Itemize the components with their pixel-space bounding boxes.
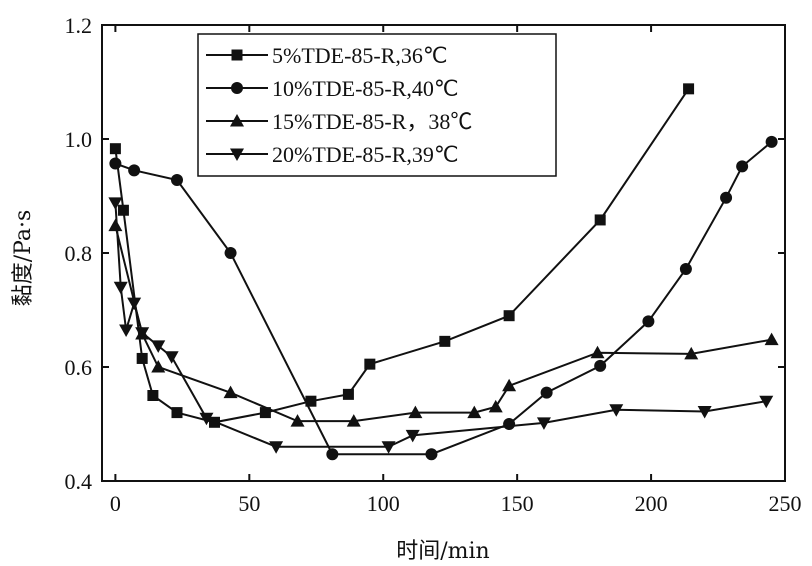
series-4	[108, 197, 774, 454]
data-point-square	[364, 358, 376, 370]
x-tick-label: 200	[635, 491, 668, 516]
y-tick-label: 0.8	[65, 241, 93, 266]
data-point-square	[171, 407, 183, 419]
data-point-square	[439, 335, 451, 347]
data-point-triangle-up	[684, 346, 699, 360]
data-point-circle	[231, 82, 243, 94]
data-point-triangle-up	[290, 414, 305, 427]
data-point-circle	[540, 386, 553, 399]
legend-label: 15%TDE-85-R，38℃	[272, 109, 472, 134]
data-point-circle	[128, 164, 141, 177]
legend-label: 20%TDE-85-R,39℃	[272, 142, 459, 167]
data-point-triangle-down	[536, 417, 551, 430]
data-point-circle	[720, 191, 733, 204]
series-line	[115, 141, 773, 456]
x-tick-label: 0	[110, 491, 121, 516]
data-point-square	[231, 49, 243, 61]
series-layer	[108, 83, 779, 461]
x-tick-label: 150	[501, 491, 534, 516]
x-axis-title: 时间/min	[396, 539, 489, 564]
legend-label: 5%TDE-85-R,36℃	[272, 43, 448, 68]
data-point-triangle-up	[108, 218, 123, 232]
data-point-triangle-down	[697, 405, 712, 419]
data-point-triangle-down	[381, 441, 396, 454]
data-point-triangle-up	[223, 385, 238, 399]
y-axis-title: 黏度/Pa·s	[11, 210, 36, 307]
data-point-circle	[642, 315, 655, 328]
data-point-square	[594, 214, 606, 226]
data-point-square	[109, 143, 121, 155]
y-tick-label: 1.2	[65, 13, 93, 38]
y-axis-ticks: 0.4 0.6 0.8 1.0 1.2	[65, 13, 785, 494]
data-point-triangle-down	[230, 148, 244, 161]
data-point-triangle-up	[151, 360, 166, 373]
data-point-triangle-down	[405, 429, 420, 443]
data-point-triangle-down	[108, 197, 123, 210]
data-point-triangle-down	[135, 327, 150, 340]
data-point-triangle-down	[127, 297, 142, 311]
data-point-triangle-up	[502, 378, 517, 392]
data-point-square	[342, 388, 354, 400]
data-point-circle	[224, 247, 237, 259]
data-point-square	[117, 204, 129, 216]
legend-entry: 15%TDE-85-R，38℃	[206, 109, 472, 134]
legend-entry: 5%TDE-85-R,36℃	[206, 43, 448, 68]
data-point-triangle-down	[759, 395, 774, 409]
data-point-triangle-up	[408, 405, 423, 419]
data-point-square	[503, 310, 515, 322]
legend-box	[197, 33, 557, 177]
data-point-circle	[594, 359, 607, 372]
data-point-square	[136, 352, 148, 364]
data-point-triangle-down	[151, 340, 166, 353]
data-point-triangle-up	[764, 332, 779, 346]
data-point-triangle-down	[113, 281, 128, 295]
legend-entry: 10%TDE-85-R,40℃	[206, 76, 459, 101]
x-tick-label: 100	[367, 491, 400, 516]
y-tick-label: 0.6	[65, 355, 93, 380]
data-point-triangle-down	[269, 441, 284, 454]
legend-items: 5%TDE-85-R,36℃ 10%TDE-85-R,40℃ 15%TDE-85-R…	[206, 43, 472, 167]
data-point-square	[147, 390, 159, 401]
data-point-triangle-up	[488, 399, 503, 413]
data-point-circle	[109, 157, 122, 170]
data-point-circle	[736, 160, 749, 173]
data-point-triangle-up	[346, 414, 361, 427]
data-point-square	[683, 83, 695, 95]
series-line	[114, 88, 690, 424]
series-3	[108, 218, 779, 427]
data-point-square	[305, 395, 317, 407]
x-axis-ticks: 0 50 100 150 200 250	[110, 25, 802, 516]
data-point-square	[259, 407, 271, 419]
series-line	[114, 225, 772, 423]
data-point-triangle-down	[609, 404, 624, 417]
x-tick-label: 50	[238, 491, 260, 516]
data-point-circle	[425, 448, 438, 461]
data-point-triangle-up	[590, 345, 605, 359]
y-tick-label: 1.0	[65, 127, 93, 152]
x-tick-label: 250	[769, 491, 802, 516]
legend-entry: 20%TDE-85-R,39℃	[206, 142, 459, 167]
data-point-circle	[503, 418, 516, 430]
y-tick-label: 0.4	[65, 469, 93, 494]
data-point-triangle-down	[119, 324, 134, 337]
legend-label: 10%TDE-85-R,40℃	[272, 76, 459, 101]
data-point-circle	[170, 174, 183, 187]
data-point-circle	[765, 135, 778, 148]
series-1	[109, 83, 695, 428]
data-point-triangle-up	[467, 405, 482, 419]
legend: 5%TDE-85-R,36℃ 10%TDE-85-R,40℃ 15%TDE-85-R…	[197, 33, 557, 177]
data-point-circle	[679, 262, 692, 275]
data-point-circle	[326, 448, 339, 461]
data-point-triangle-down	[164, 351, 179, 364]
data-point-triangle-down	[199, 412, 214, 426]
data-point-triangle-up	[230, 114, 244, 127]
series-line	[114, 202, 767, 448]
